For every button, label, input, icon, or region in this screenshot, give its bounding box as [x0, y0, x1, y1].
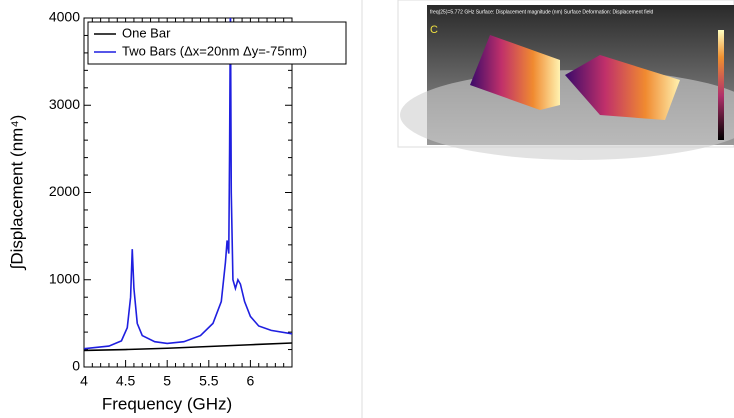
x-tick-label: 4.5	[116, 373, 136, 389]
x-tick-label: 4	[80, 373, 88, 389]
y-tick-label: 2000	[49, 183, 80, 199]
inset-image: freq(25)=5.772 GHz Surface: Displacement…	[398, 0, 734, 160]
y-tick-label: 1000	[49, 270, 80, 286]
x-tick-label: 5	[163, 373, 171, 389]
x-tick-label: 6	[247, 373, 255, 389]
legend-label: Two Bars (Δx=20nm Δy=-75nm)	[122, 43, 307, 58]
y-axis-label: ∫Displacement (nm⁴)	[7, 115, 26, 271]
y-tick-label: 0	[72, 358, 80, 374]
y-tick-label: 3000	[49, 96, 80, 112]
plot-frame	[84, 18, 292, 367]
inset-colorbar	[718, 30, 724, 140]
x-tick-label: 5.5	[199, 373, 219, 389]
inset-label: C	[430, 24, 438, 36]
inset-caption: freq(25)=5.772 GHz Surface: Displacement…	[430, 9, 654, 15]
y-tick-label: 4000	[49, 9, 80, 25]
legend-label: One Bar	[122, 25, 171, 40]
page: freq(25)=5.772 GHz Surface: Displacement…	[0, 0, 734, 418]
x-axis-label: Frequency (GHz)	[102, 394, 232, 413]
